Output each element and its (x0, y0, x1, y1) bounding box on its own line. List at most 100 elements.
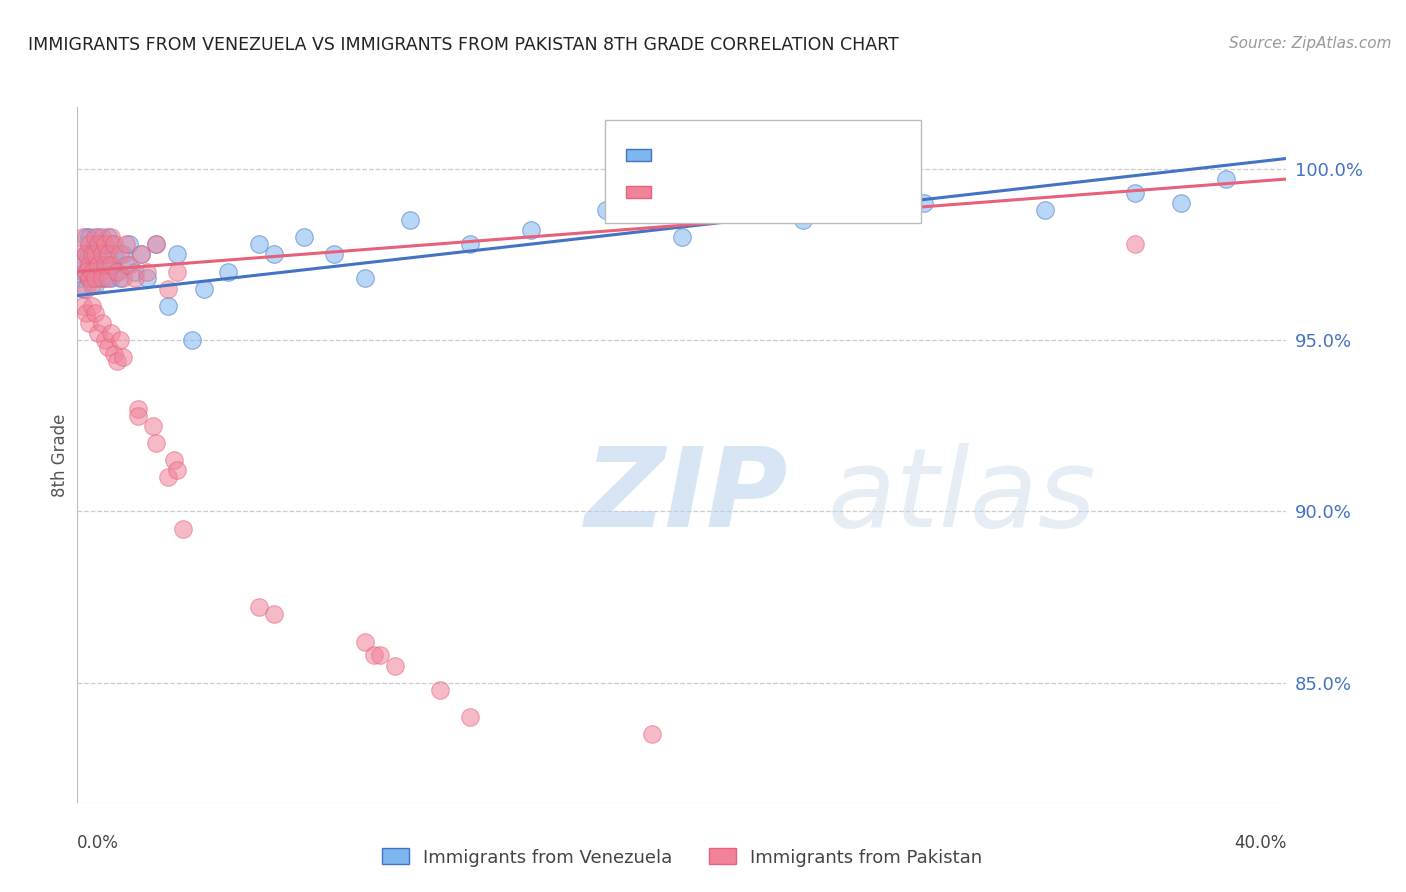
Point (157, 299, 180, 313)
Point (353, 271, 375, 285)
Point (82, 278, 104, 293)
Point (84, 237, 107, 252)
Point (90, 258, 112, 272)
Point (82, 299, 104, 313)
Point (108, 247, 131, 261)
Point (458, 710, 481, 724)
Point (145, 237, 167, 252)
Point (105, 353, 128, 368)
Point (93, 237, 115, 252)
Point (135, 264, 157, 278)
Point (108, 271, 131, 285)
Point (129, 247, 152, 261)
Point (520, 223, 543, 237)
Point (368, 648, 391, 663)
Point (90, 237, 112, 252)
Point (75, 306, 97, 320)
Point (100, 271, 122, 285)
Point (72, 299, 94, 313)
Point (82, 247, 104, 261)
Point (247, 237, 270, 252)
Text: 0.0%: 0.0% (77, 834, 120, 852)
Point (84, 278, 107, 293)
Point (641, 727, 664, 741)
Text: Source: ZipAtlas.com: Source: ZipAtlas.com (1229, 36, 1392, 51)
Point (166, 264, 188, 278)
Point (90, 247, 112, 261)
Point (118, 258, 141, 272)
Text: 40.0%: 40.0% (1234, 834, 1286, 852)
Y-axis label: 8th Grade: 8th Grade (51, 413, 69, 497)
Point (363, 648, 385, 663)
Point (100, 326, 122, 341)
Point (166, 247, 188, 261)
Point (75, 247, 97, 261)
Point (429, 682, 451, 697)
Point (105, 264, 128, 278)
Point (218, 264, 240, 278)
Point (384, 658, 406, 673)
Point (1123, 186, 1146, 200)
Point (671, 230, 693, 244)
Point (1170, 196, 1192, 211)
Point (96, 230, 118, 244)
Point (157, 470, 180, 484)
Point (82, 264, 104, 278)
Point (84, 306, 107, 320)
Point (142, 418, 165, 433)
Point (145, 237, 167, 252)
Point (103, 247, 125, 261)
Point (82, 271, 104, 285)
Point (792, 213, 814, 227)
Point (111, 271, 134, 285)
Point (75, 282, 97, 296)
Point (79, 230, 101, 244)
Point (323, 247, 346, 261)
Point (93, 271, 115, 285)
Text: ZIP: ZIP (585, 443, 789, 550)
Point (72, 258, 94, 272)
Point (87, 237, 110, 252)
Point (69, 247, 91, 261)
Point (912, 196, 935, 211)
Point (292, 230, 315, 244)
Point (135, 271, 157, 285)
Point (172, 522, 194, 536)
Point (79, 247, 101, 261)
Point (181, 333, 204, 347)
Point (127, 409, 149, 423)
Point (100, 237, 122, 252)
Point (105, 264, 128, 278)
Point (108, 333, 131, 347)
Point (72, 230, 94, 244)
Point (103, 347, 125, 361)
Point (353, 634, 375, 648)
Point (96, 247, 118, 261)
Point (103, 237, 125, 252)
Point (75, 264, 97, 278)
Point (87, 271, 110, 285)
Point (193, 282, 215, 296)
Point (1215, 172, 1237, 186)
Point (75, 247, 97, 261)
Point (114, 237, 136, 252)
Point (79, 237, 101, 252)
Point (1123, 237, 1146, 252)
Point (595, 202, 617, 217)
Point (87, 230, 110, 244)
Point (118, 237, 141, 252)
Point (90, 271, 112, 285)
Text: atlas: atlas (827, 443, 1095, 550)
Text: R = 0.303   N = 71: R = 0.303 N = 71 (661, 180, 846, 199)
Point (458, 237, 481, 252)
Point (111, 247, 134, 261)
Point (84, 230, 107, 244)
Point (84, 271, 107, 285)
Point (263, 607, 285, 622)
Point (79, 258, 101, 272)
Point (69, 271, 91, 285)
Point (96, 258, 118, 272)
Point (93, 247, 115, 261)
Point (247, 600, 270, 615)
Point (100, 258, 122, 272)
